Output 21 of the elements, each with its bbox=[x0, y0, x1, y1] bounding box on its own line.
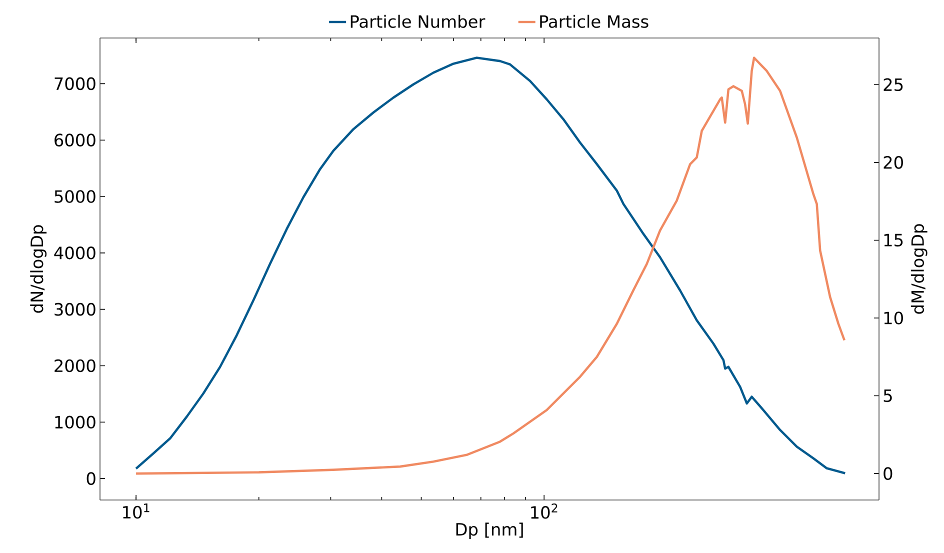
x-tick-label: 10$^{1}$ bbox=[123, 504, 150, 519]
y-tick-label: 0 bbox=[86, 472, 96, 485]
y2-tick-label: 20 bbox=[884, 156, 903, 169]
legend-label: Particle Number bbox=[350, 14, 486, 28]
y2-tick-label: 10 bbox=[884, 312, 903, 324]
y-tick-label: 4000 bbox=[54, 246, 96, 260]
y2-tick-label: 0 bbox=[884, 467, 892, 480]
x-tick-label: 10$^{2}$ bbox=[531, 504, 558, 519]
y-tick-label: 7000 bbox=[54, 77, 96, 90]
y-tick-label: 6000 bbox=[54, 134, 96, 146]
y-axis-title: dN/dlogDp bbox=[30, 225, 47, 313]
y2-tick-label: 15 bbox=[884, 234, 903, 247]
y-tick-label: 2000 bbox=[54, 359, 96, 372]
y-tick-label: 1000 bbox=[55, 416, 96, 429]
legend-label: Particle Mass bbox=[540, 14, 648, 28]
y2-tick-label: 5 bbox=[884, 389, 892, 402]
y-tick-label: 5000 bbox=[54, 190, 96, 203]
x-axis-title: Dp [nm] bbox=[456, 522, 523, 540]
y-tick-label: 3000 bbox=[54, 302, 96, 316]
y2-axis-title: dM/dlogDp bbox=[910, 224, 928, 314]
y2-tick-label: 25 bbox=[884, 78, 903, 92]
